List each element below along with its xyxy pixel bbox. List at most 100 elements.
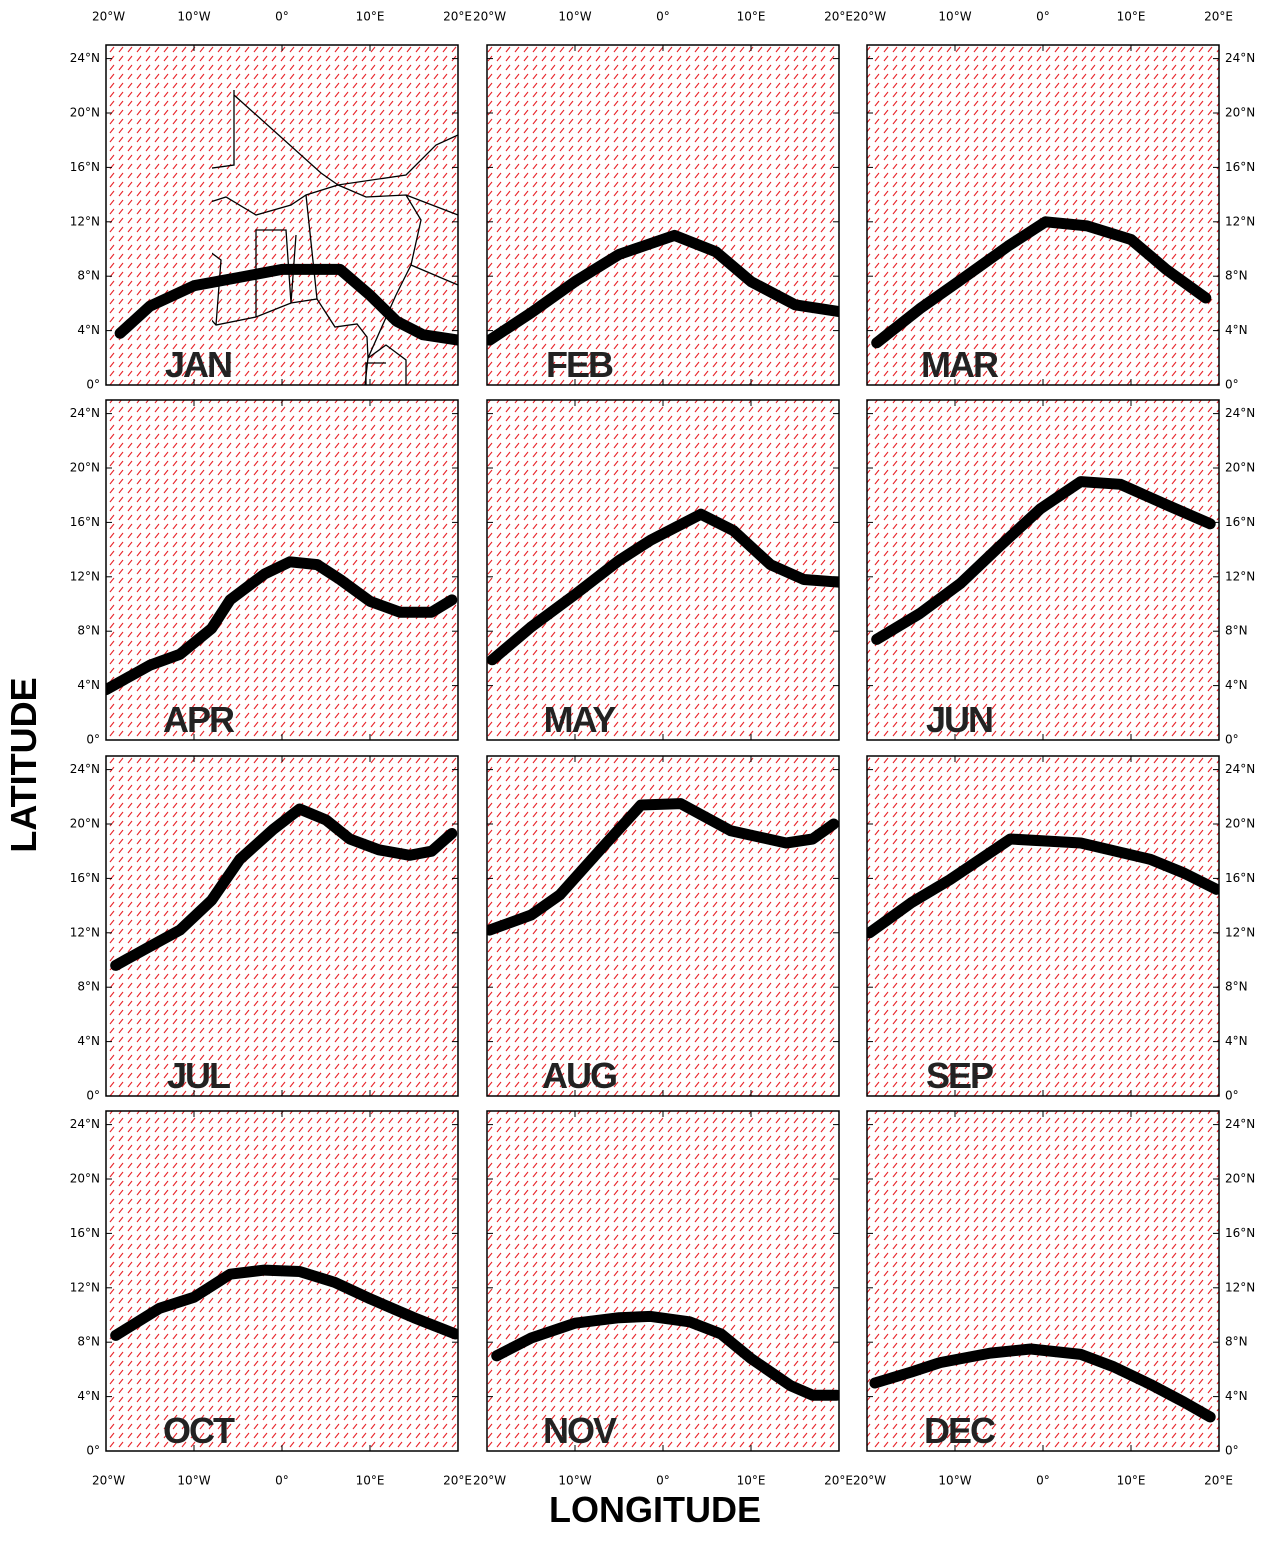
lat-tick-label: 16°N: [1225, 871, 1255, 885]
lon-tick-label: 20°W: [92, 1474, 125, 1488]
itcz-line: [487, 508, 839, 666]
month-label: FEB: [546, 344, 613, 385]
lat-tick-label: 4°N: [1225, 1034, 1248, 1048]
lat-tick-label: 16°N: [70, 160, 100, 174]
lon-tick-label: 10°W: [558, 10, 591, 24]
lat-tick-label: 12°N: [1225, 1280, 1255, 1294]
lon-tick-label: 20°E: [824, 1474, 853, 1488]
lat-tick-label: 24°N: [1225, 406, 1255, 420]
lon-tick-label: 10°E: [356, 1474, 385, 1488]
lat-tick-label: 12°N: [70, 925, 100, 939]
lat-tick-label: 16°N: [1225, 515, 1255, 529]
wind-vectors: [106, 45, 458, 385]
lon-tick-label: 0°: [275, 1474, 289, 1488]
itcz-line: [487, 798, 839, 936]
month-label: JAN: [165, 344, 231, 385]
lon-tick-label: 10°E: [737, 10, 766, 24]
lon-tick-label: 20°E: [1204, 10, 1233, 24]
wind-vectors: [106, 756, 458, 1096]
map-panel: APR 0° 4°N 8°N 12°N 16°N 20°N 24°N: [70, 399, 459, 747]
map-panel: AUG: [486, 755, 840, 1097]
map-panel: JUL 0° 4°N 8°N 12°N 16°N 20°N 24°N: [70, 755, 459, 1103]
lat-tick-label: 4°N: [1225, 678, 1248, 692]
lat-tick-label: 4°N: [1225, 1389, 1248, 1403]
month-label: APR: [163, 699, 235, 740]
lat-tick-label: 0°: [1225, 733, 1239, 747]
lon-tick-label: 10°W: [938, 1474, 971, 1488]
map-panel: MAR 0° 4°N 8°N 12°N 16°N 20°N 24°N 20°W 10°W 0° 10°…: [853, 10, 1255, 392]
lat-tick-label: 0°: [1225, 1089, 1239, 1103]
lat-tick-label: 0°: [86, 1444, 100, 1458]
lat-tick-label: 4°N: [1225, 323, 1248, 337]
month-label: MAR: [921, 344, 999, 385]
lon-tick-label: 0°: [1036, 1474, 1050, 1488]
lat-tick-label: 12°N: [70, 214, 100, 228]
lat-tick-label: 0°: [86, 378, 100, 392]
lat-tick-label: 8°N: [1225, 1335, 1248, 1349]
lat-tick-label: 4°N: [77, 1034, 100, 1048]
lat-tick-label: 20°N: [1225, 1172, 1255, 1186]
wind-vectors: [487, 1111, 839, 1451]
lon-tick-label: 20°E: [1204, 1474, 1233, 1488]
map-panel: JUN 0° 4°N 8°N 12°N 16°N 20°N 24°N: [866, 399, 1255, 747]
map-panel: NOV 20°W 10°W 0° 10°E 20°E: [473, 1110, 853, 1488]
lon-tick-label: 20°E: [443, 10, 472, 24]
itcz-line: [869, 1343, 1216, 1423]
lon-tick-label: 10°W: [558, 1474, 591, 1488]
itcz-line: [491, 1310, 839, 1401]
itcz-line: [871, 476, 1216, 645]
lat-tick-label: 8°N: [77, 269, 100, 283]
month-label: AUG: [542, 1055, 616, 1096]
month-label: OCT: [163, 1410, 235, 1451]
lat-tick-label: 20°N: [70, 106, 100, 120]
map-panel: OCT 0° 4°N 8°N 12°N 16°N 20°N 24°N 20°W 10°W 0° 10°…: [70, 1110, 472, 1488]
lat-tick-label: 16°N: [70, 871, 100, 885]
lat-tick-label: 20°N: [1225, 817, 1255, 831]
lat-tick-label: 8°N: [77, 1335, 100, 1349]
lat-tick-label: 20°N: [70, 817, 100, 831]
itcz-line: [110, 803, 458, 971]
itcz-line: [487, 229, 839, 346]
lon-tick-label: 0°: [656, 1474, 670, 1488]
lat-tick-label: 16°N: [1225, 160, 1255, 174]
month-label: JUL: [167, 1055, 230, 1096]
lon-tick-label: 20°W: [853, 10, 886, 24]
lat-tick-label: 16°N: [70, 1226, 100, 1240]
month-label: JUN: [926, 699, 992, 740]
lat-tick-label: 8°N: [1225, 269, 1248, 283]
wind-vectors: [867, 45, 1219, 385]
map-panel: FEB 20°W 10°W 0° 10°E 20°E: [473, 10, 853, 386]
x-axis-title: LONGITUDE: [549, 1489, 761, 1530]
month-label: MAY: [544, 699, 617, 740]
wind-vectors: [487, 45, 839, 385]
lat-tick-label: 24°N: [1225, 51, 1255, 65]
itcz-line: [106, 556, 458, 696]
itcz-line: [871, 216, 1212, 349]
lat-tick-label: 24°N: [70, 762, 100, 776]
lat-tick-label: 16°N: [70, 515, 100, 529]
lon-tick-label: 10°W: [938, 10, 971, 24]
lat-tick-label: 0°: [1225, 1444, 1239, 1458]
lon-tick-label: 20°E: [824, 10, 853, 24]
lat-tick-label: 4°N: [77, 1389, 100, 1403]
lon-tick-label: 10°W: [177, 10, 210, 24]
map-panel: JAN 0° 4°N 8°N 12°N 16°N 20°N 24°N 20°W 10°W 0° 10°…: [70, 10, 472, 392]
lat-tick-label: 24°N: [70, 1117, 100, 1131]
lat-tick-label: 8°N: [1225, 980, 1248, 994]
map-panel: DEC 0° 4°N 8°N 12°N 16°N 20°N 24°N 20°W 10°W 0° 10°…: [853, 1110, 1255, 1488]
lon-tick-label: 20°E: [443, 1474, 472, 1488]
lon-tick-label: 20°W: [473, 10, 506, 24]
lat-tick-label: 24°N: [70, 51, 100, 65]
lat-tick-label: 4°N: [77, 323, 100, 337]
lon-tick-label: 20°W: [473, 1474, 506, 1488]
lat-tick-label: 0°: [86, 733, 100, 747]
wind-vectors: [867, 1111, 1219, 1451]
lat-tick-label: 8°N: [1225, 624, 1248, 638]
lat-tick-label: 20°N: [1225, 106, 1255, 120]
month-label: DEC: [924, 1410, 996, 1451]
lat-tick-label: 20°N: [70, 1172, 100, 1186]
lat-tick-label: 20°N: [1225, 461, 1255, 475]
lat-tick-label: 8°N: [77, 624, 100, 638]
lon-tick-label: 10°E: [1117, 10, 1146, 24]
